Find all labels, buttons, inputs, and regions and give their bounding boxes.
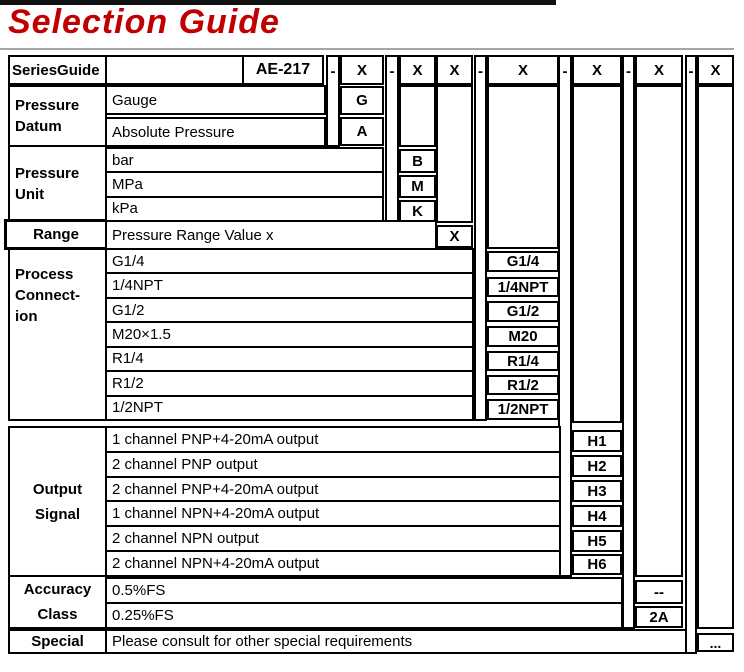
- accuracy-code-025: 2A: [635, 606, 683, 628]
- output-desc-h5: 2 channel NPN output: [107, 525, 559, 550]
- output-x-header: X: [572, 55, 622, 85]
- special-label-cell: Special: [8, 629, 107, 654]
- series-label-cell: SeriesGuide: [8, 55, 107, 85]
- accuracy-label-cell: Accuracy Class: [8, 575, 107, 629]
- process-code-g12: G1/2: [487, 301, 559, 322]
- special-code-dots: ...: [697, 633, 734, 652]
- dash-separator-1: -: [326, 55, 340, 147]
- process-desc-m20: M20×1.5: [107, 321, 472, 345]
- output-desc-h4: 1 channel NPN+4-20mA output: [107, 500, 559, 525]
- special-desc-cell: Please consult for other special require…: [105, 629, 687, 654]
- datum-x-header: X: [340, 55, 384, 85]
- dash-separator-3: -: [474, 55, 487, 421]
- unit-x-header: X: [399, 55, 436, 85]
- dash-separator-2: -: [385, 55, 399, 222]
- process-desc-12npt: 1/2NPT: [107, 394, 472, 419]
- output-desc-group: 1 channel PNP+4-20mA output 2 channel PN…: [105, 426, 561, 577]
- unit-desc-kpa: kPa: [107, 195, 382, 220]
- accuracy-desc-05: 0.5%FS: [112, 582, 166, 599]
- accuracy-x-header: X: [635, 55, 683, 85]
- output-code-h5: H5: [572, 530, 622, 552]
- process-code-r14: R1/4: [487, 351, 559, 371]
- process-code-r12: R1/2: [487, 375, 559, 395]
- output-label-cell: Output Signal: [8, 426, 107, 577]
- process-desc-r14: R1/4: [107, 345, 472, 370]
- unit-desc-bar: bar: [112, 151, 134, 169]
- process-desc-r12: R1/2: [107, 370, 472, 394]
- range-desc-cell: Pressure Range Value x: [105, 220, 437, 250]
- page-title: Selection Guide: [8, 3, 280, 41]
- output-column-spacer: [572, 85, 622, 423]
- range-column-spacer: [436, 85, 473, 223]
- range-x-header: X: [436, 55, 473, 85]
- datum-desc-absolute: Absolute Pressure: [105, 117, 326, 147]
- dash-separator-4: -: [558, 55, 572, 577]
- unit-label-cell: Pressure Unit: [8, 145, 107, 222]
- unit-desc-mpa: MPa: [107, 171, 382, 195]
- accuracy-desc-group: 0.5%FS 0.25%FS: [105, 577, 623, 629]
- unit-code-mpa: M: [399, 175, 436, 198]
- series-spacer-cell: [105, 55, 244, 85]
- datum-label-cell: Pressure Datum: [8, 85, 107, 147]
- process-code-12npt: 1/2NPT: [487, 399, 559, 420]
- process-column-spacer: [487, 85, 559, 249]
- range-code-x: X: [436, 225, 473, 248]
- process-code-g14: G1/4: [487, 251, 559, 272]
- process-x-header: X: [487, 55, 559, 85]
- title-rule: [0, 48, 734, 50]
- model-code-cell: AE-217: [242, 55, 324, 85]
- process-label-cell: Process Connect- ion: [8, 248, 107, 421]
- output-code-h1: H1: [572, 430, 622, 452]
- datum-code-absolute: A: [340, 117, 384, 146]
- dash-separator-6: -: [685, 55, 697, 654]
- special-x-header: X: [697, 55, 734, 85]
- output-code-h2: H2: [572, 455, 622, 477]
- unit-desc-group: bar MPa kPa: [105, 147, 384, 222]
- output-code-h3: H3: [572, 480, 622, 502]
- output-code-h4: H4: [572, 505, 622, 527]
- process-code-m20: M20: [487, 326, 559, 347]
- process-desc-group: G1/4 1/4NPT G1/2 M20×1.5 R1/4 R1/2 1/2NP…: [105, 248, 474, 421]
- dash-separator-5: -: [622, 55, 635, 629]
- output-desc-h1: 1 channel PNP+4-20mA output: [112, 430, 319, 448]
- accuracy-desc-025: 0.25%FS: [107, 602, 621, 627]
- accuracy-code-05: --: [635, 580, 683, 604]
- output-desc-h3: 2 channel PNP+4-20mA output: [107, 475, 559, 501]
- datum-desc-gauge: Gauge: [105, 85, 326, 115]
- output-desc-h2: 2 channel PNP output: [107, 450, 559, 476]
- accuracy-column-spacer: [635, 85, 683, 577]
- special-column-spacer: [697, 85, 734, 629]
- output-code-h6: H6: [572, 554, 622, 575]
- unit-column-spacer: [399, 85, 436, 147]
- range-label-cell: Range: [4, 219, 108, 250]
- process-desc-g14: G1/4: [112, 252, 145, 270]
- unit-code-kpa: K: [399, 200, 436, 222]
- process-desc-14npt: 1/4NPT: [107, 272, 472, 296]
- process-desc-g12: G1/2: [107, 296, 472, 321]
- datum-code-gauge: G: [340, 86, 384, 115]
- output-desc-h6: 2 channel NPN+4-20mA output: [107, 550, 559, 575]
- top-accent-bar: [0, 0, 556, 5]
- unit-code-bar: B: [399, 149, 436, 173]
- process-code-14npt: 1/4NPT: [487, 277, 559, 297]
